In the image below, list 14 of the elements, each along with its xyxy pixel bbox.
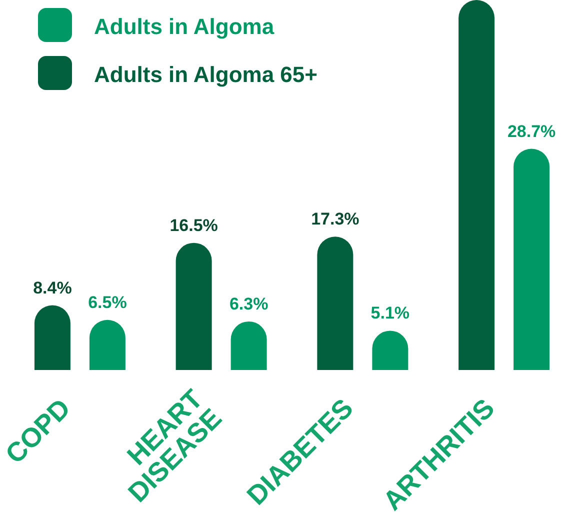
- data-label: 17.3%: [311, 210, 360, 229]
- legend-label: Adults in Algoma: [94, 14, 275, 39]
- data-label: 6.5%: [88, 292, 127, 312]
- data-label: 6.3%: [229, 294, 268, 314]
- data-label: 28.7%: [507, 122, 556, 141]
- data-label: 5.1%: [370, 304, 410, 323]
- bar: [34, 305, 70, 370]
- legend-label: Adults in Algoma 65+: [94, 62, 318, 87]
- bar: [176, 242, 212, 370]
- bar: [458, 0, 495, 370]
- data-label: 8.4%: [33, 278, 72, 298]
- data-label: 16.5%: [170, 216, 218, 235]
- bar: [317, 236, 354, 370]
- bar: [514, 148, 550, 370]
